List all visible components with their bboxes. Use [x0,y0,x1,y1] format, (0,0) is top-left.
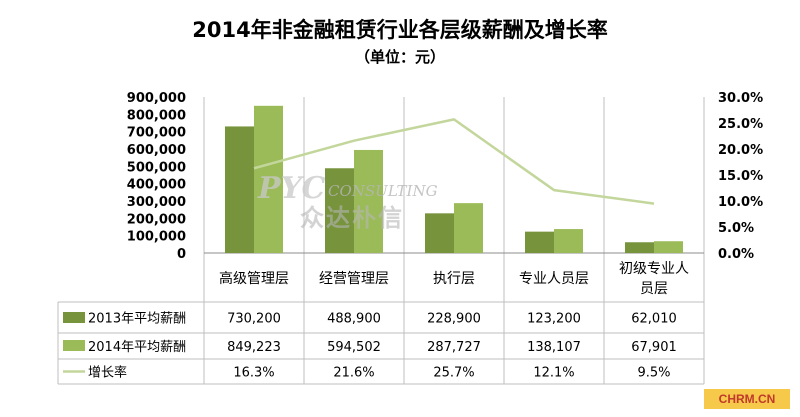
chart-subtitle: （单位：元） [354,48,445,66]
y-tick-label: 800,000 [127,108,186,123]
bar-2014 [454,203,483,253]
y-tick-label: 300,000 [127,195,186,210]
bar-2013 [625,242,654,253]
bar-2013 [225,126,254,253]
y2-tick-label: 15.0% [718,169,763,184]
data-table-cell: 594,502 [327,340,381,355]
bar-2014 [354,149,383,253]
data-table-cell: 287,727 [427,340,481,355]
data-table-cell: 730,200 [227,312,281,327]
data-table-cell: 16.3% [233,366,274,381]
data-table-cell: 21.6% [333,366,374,381]
category-label: 初级专业人 [619,260,689,277]
y-tick-label: 400,000 [127,178,186,193]
data-table-cell: 488,900 [327,312,381,327]
data-table-cell: 138,107 [527,340,581,355]
category-label: 员层 [640,281,668,297]
growth-rate-line [253,118,655,205]
data-table-cell: 12.1% [533,366,574,381]
watermark-consulting-text: CONSULTING [328,182,438,200]
bar-2014 [254,105,283,253]
bars-layer [225,105,683,253]
category-label: 高级管理层 [219,270,289,287]
watermark: PYC CONSULTING 众达朴信 [257,171,438,232]
growth-line-layer [253,118,655,205]
watermark-cn-text: 众达朴信 [300,204,404,232]
watermark-logo-text: PYC [257,171,325,206]
y2-tick-label: 20.0% [718,143,763,158]
bar-2013 [425,213,454,253]
bar-2013 [525,231,554,253]
y-tick-label: 200,000 [127,212,186,227]
y-tick-label: 600,000 [127,143,186,158]
y-tick-label: 0 [177,247,186,262]
y-tick-label: 100,000 [127,230,186,245]
site-credit-badge: CHRM.CN [704,389,790,409]
series-name: 2014年平均薪酬 [88,340,186,355]
category-label: 执行层 [433,271,475,287]
y2-tick-label: 10.0% [718,195,763,210]
chart-title: 2014年非金融租赁行业各层级薪酬及增长率 [192,18,608,42]
bar-2014 [654,241,683,253]
data-table-cell: 123,200 [527,312,581,327]
data-table-cell: 25.7% [433,366,474,381]
data-table-cell: 9.5% [637,366,670,381]
series-name: 增长率 [88,365,127,381]
bar-2013 [325,168,354,253]
category-label: 专业人员层 [519,271,589,287]
y-tick-label: 900,000 [127,91,186,106]
data-table-cell: 67,901 [631,340,677,355]
y-tick-label: 700,000 [127,126,186,141]
y2-tick-label: 30.0% [718,91,763,106]
y-tick-label: 500,000 [127,160,186,175]
axes-layer: 900,000 800,000 700,000 600,000 500,000 400,0… [127,91,763,262]
y2-tick-label: 5.0% [718,221,754,236]
data-table-cell: 62,010 [631,312,677,327]
legend-key-2014 [63,340,85,351]
bar-2014 [554,229,583,253]
category-label: 经营管理层 [319,271,389,287]
y2-tick-label: 25.0% [718,117,763,132]
data-table-cell: 228,900 [427,312,481,327]
series-name: 2013年平均薪酬 [88,312,186,327]
data-table-cell: 849,223 [227,340,281,355]
y2-tick-label: 0.0% [718,247,754,262]
legend-key-2013 [63,312,85,323]
